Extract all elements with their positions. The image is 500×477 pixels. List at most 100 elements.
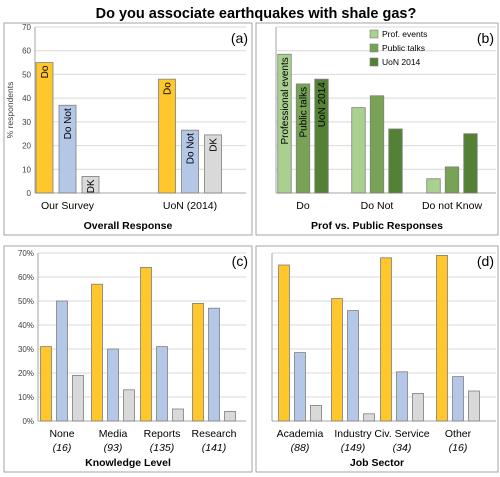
bar	[224, 410, 236, 422]
y-tick-label: 10	[22, 165, 31, 174]
category-label: Civ. Service	[374, 428, 429, 440]
bar	[277, 53, 292, 194]
category-count: (34)	[393, 442, 412, 454]
y-tick-label: 30	[22, 118, 31, 127]
panel-tag: (b)	[477, 30, 494, 46]
bar	[426, 178, 441, 194]
bar	[72, 374, 84, 422]
bar	[436, 254, 448, 422]
panel-d: Academia (88) Industry (149) Civ. Service (34…	[255, 245, 499, 473]
category-count: (135)	[150, 442, 175, 454]
category-label: Academia	[277, 428, 324, 440]
bar	[81, 175, 100, 194]
y-tick-label: 50%	[18, 297, 34, 306]
y-tick-label: 20%	[18, 369, 34, 378]
category-label: UoN (2014)	[163, 200, 217, 212]
bar-label: UoN 2014	[317, 82, 328, 127]
x-axis-label: Overall Response	[84, 220, 173, 232]
bar	[412, 392, 424, 422]
bar-label: Professional events	[280, 57, 291, 144]
bar	[363, 413, 375, 422]
legend-label: UoN 2014	[382, 57, 421, 67]
category-label: Do not Know	[422, 200, 483, 212]
bar	[172, 408, 184, 422]
bar	[388, 128, 403, 194]
y-tick-label: 0%	[22, 417, 34, 426]
figure-title: Do you associate earthquakes with shale …	[96, 6, 417, 22]
bar	[463, 133, 478, 194]
bar	[468, 390, 480, 422]
bar	[347, 310, 359, 422]
bar	[58, 104, 77, 194]
bar	[310, 404, 322, 422]
x-axis-label: Job Sector	[350, 457, 404, 469]
bar	[204, 134, 222, 194]
x-axis-label: Knowledge Level	[85, 457, 171, 469]
bar	[181, 129, 199, 194]
legend-swatch	[369, 29, 379, 39]
category-count: (16)	[53, 442, 72, 454]
y-tick-label: 40%	[18, 321, 34, 330]
x-axis-label: Prof vs. Public Responses	[311, 220, 443, 232]
bar	[444, 166, 460, 194]
bar	[192, 302, 204, 422]
category-count: (93)	[104, 442, 123, 454]
bar-label: DK	[86, 179, 97, 193]
bar	[396, 371, 408, 422]
y-tick-label: 70%	[18, 249, 34, 258]
panel-frame	[255, 22, 499, 236]
category-count: (88)	[291, 442, 310, 454]
bar	[158, 78, 176, 194]
legend-swatch	[369, 57, 379, 67]
bar	[294, 352, 306, 422]
bar	[208, 307, 220, 422]
y-tick-label: 30%	[18, 345, 34, 354]
category-label: Research	[192, 428, 237, 440]
bar	[40, 346, 52, 422]
panel-c: 0% 10% 20% 30% 40% 50% 60% 70% None (16) Media (93)…	[3, 245, 253, 473]
category-label: Do	[296, 200, 310, 212]
bar	[380, 257, 392, 422]
bar	[369, 95, 385, 194]
bar-label: Do	[40, 65, 51, 78]
bar	[452, 376, 464, 422]
bar	[91, 283, 103, 422]
bar	[278, 264, 290, 422]
bar	[56, 300, 68, 422]
y-tick-label: 0	[27, 189, 32, 198]
panel-tag: (a)	[231, 30, 248, 46]
panel-tag: (c)	[232, 253, 248, 269]
category-count: (149)	[341, 442, 366, 454]
bar-label: DK	[209, 138, 220, 152]
y-tick-label: 10%	[18, 393, 34, 402]
bar-label: Do Not	[63, 108, 74, 139]
y-tick-label: 20	[22, 142, 31, 151]
bar	[35, 62, 54, 194]
category-label: Reports	[144, 428, 181, 440]
bar-label: Do Not	[186, 133, 197, 164]
panel-frame	[3, 22, 253, 236]
category-label: Other	[445, 428, 472, 440]
bar-label: Public talks	[299, 87, 310, 138]
y-axis-label: % respondents	[5, 82, 15, 139]
y-tick-label: 70	[22, 23, 31, 32]
legend-label: Prof. events	[382, 29, 427, 39]
category-count: (16)	[449, 442, 468, 454]
legend-label: Public talks	[382, 43, 425, 53]
panel-b: Professional events Public talks UoN 2014 D…	[255, 22, 499, 236]
y-tick-label: 60%	[18, 273, 34, 282]
y-tick-label: 50	[22, 70, 31, 79]
category-label: Industry	[334, 428, 372, 440]
bar	[140, 266, 152, 422]
category-label: None	[49, 428, 74, 440]
category-label: Media	[99, 428, 128, 440]
y-tick-label: 60	[22, 47, 31, 56]
bar	[314, 78, 329, 194]
panel-a: 0 10 20 30 40 50 60 70 Do Do Not DK Our Survey Do Do …	[3, 22, 253, 236]
category-label: Do Not	[361, 200, 394, 212]
bar	[107, 348, 119, 422]
bar-label: Do	[163, 82, 174, 95]
panel-tag: (d)	[477, 253, 494, 269]
bar	[331, 298, 343, 422]
